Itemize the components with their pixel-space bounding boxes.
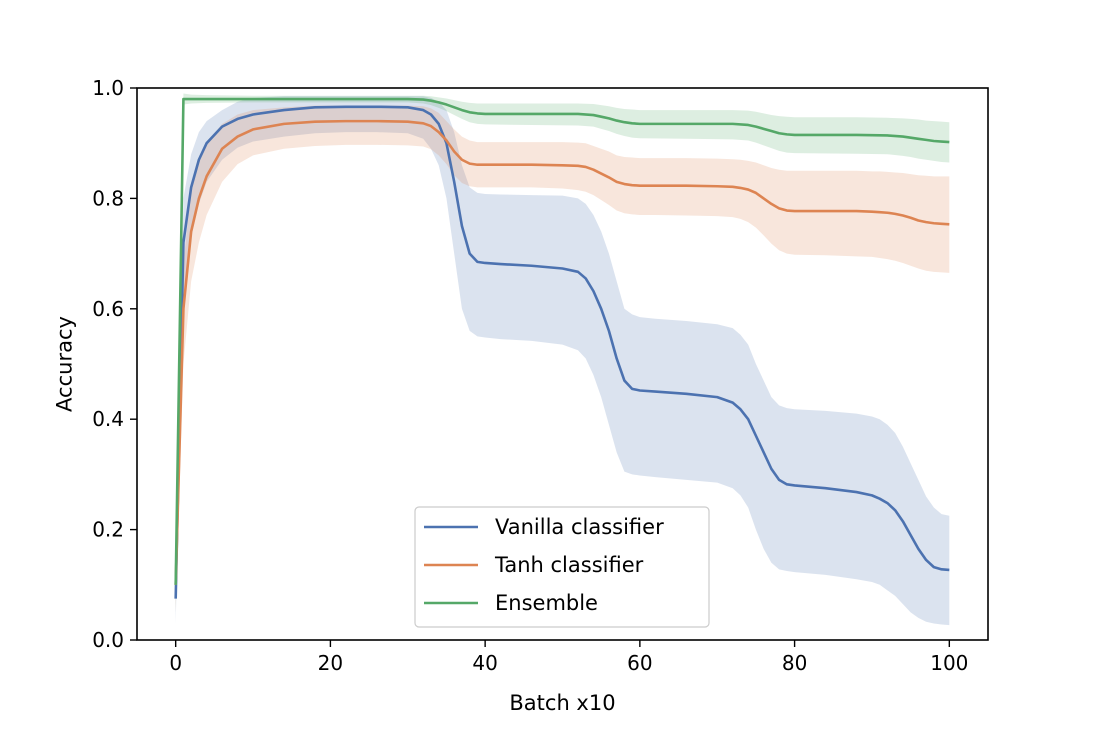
band-ensemble xyxy=(175,93,950,613)
x-axis-ticks: 0 20 40 60 80 100 xyxy=(169,640,968,675)
line-vanilla-classifier xyxy=(174,105,950,599)
plot-frame xyxy=(136,87,989,641)
x-tick-label: 60 xyxy=(627,651,652,675)
y-tick-label: 0.4 xyxy=(92,407,124,431)
x-tick-label: 40 xyxy=(472,651,497,675)
y-tick-label: 1.0 xyxy=(92,76,124,100)
y-tick-label: 0.2 xyxy=(92,518,124,542)
y-axis-ticks: 0.0 0.2 0.4 0.6 0.8 1.0 xyxy=(92,76,137,652)
band-vanilla-classifier xyxy=(175,96,950,626)
line-ensemble xyxy=(174,97,950,585)
x-axis-label: Batch x10 xyxy=(509,691,615,715)
confidence-bands xyxy=(175,93,950,626)
x-tick-label: 0 xyxy=(169,651,182,675)
y-tick-label: 0.6 xyxy=(92,297,124,321)
y-tick-label: 0.0 xyxy=(92,628,124,652)
legend-label-ensemble: Ensemble xyxy=(495,591,598,615)
x-tick-label: 100 xyxy=(930,651,968,675)
x-tick-label: 80 xyxy=(782,651,807,675)
x-tick-label: 20 xyxy=(318,651,343,675)
legend-box xyxy=(414,506,710,628)
legend-label-tanh-classifier: Tanh classifier xyxy=(494,553,644,577)
legend: Vanilla classifier Tanh classifier Ensembl… xyxy=(414,506,710,628)
y-axis-label: Accuracy xyxy=(52,316,76,412)
series-lines xyxy=(174,97,950,599)
legend-label-vanilla-classifier: Vanilla classifier xyxy=(495,515,664,539)
line-tanh-classifier xyxy=(174,119,950,585)
y-tick-label: 0.8 xyxy=(92,186,124,210)
